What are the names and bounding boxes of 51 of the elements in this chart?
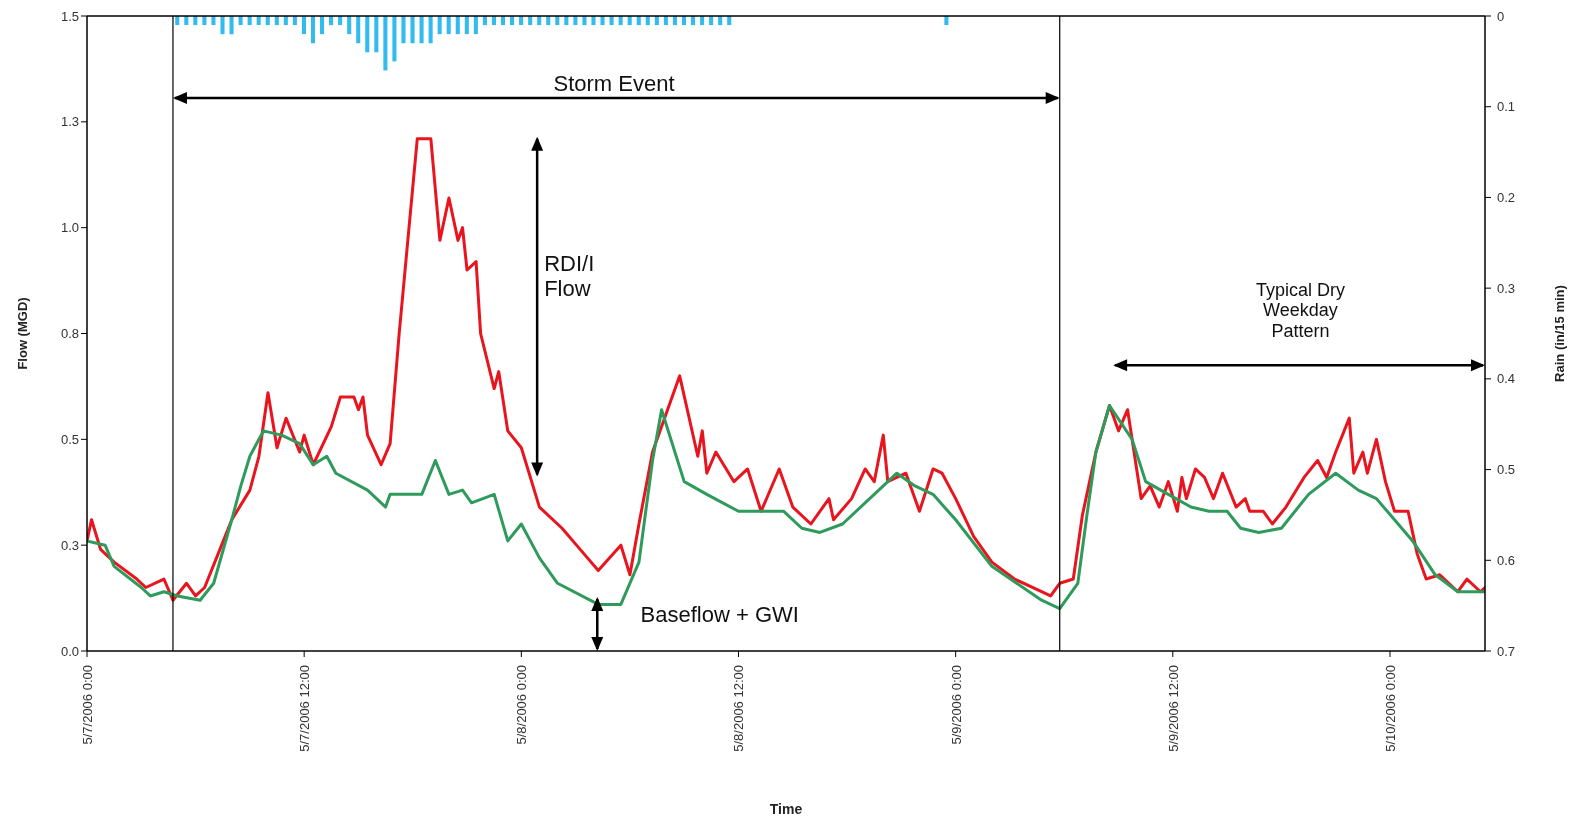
x-tick-label: 5/8/2006 12:00 [731, 665, 747, 752]
bar [591, 16, 596, 26]
y2-tick-label: 0.4 [1497, 371, 1516, 387]
bar [437, 16, 442, 35]
y2-tick-label: 0 [1497, 8, 1505, 24]
bar [428, 16, 433, 44]
x-tick-label: 5/9/2006 0:00 [948, 665, 964, 745]
y-tick-label: 1.3 [60, 114, 79, 130]
bar [347, 16, 352, 35]
bar [220, 16, 225, 35]
x-tick-label: 5/7/2006 0:00 [80, 665, 95, 745]
y2-tick-label: 0.5 [1497, 462, 1516, 478]
y-tick-label: 0.3 [60, 537, 79, 553]
bar [320, 16, 325, 35]
y-axis-title: Flow (MGD) [14, 297, 30, 370]
annotation: RDI/I Flow [544, 250, 596, 302]
annotation: Typical Dry Weekday Pattern [1254, 279, 1346, 342]
x-tick-label: 5/10/2006 0:00 [1382, 665, 1398, 752]
bar [310, 16, 316, 44]
bar [365, 16, 370, 53]
y-tick-label: 0.8 [60, 326, 79, 342]
bar [419, 16, 424, 44]
y2-tick-label: 0.3 [1497, 280, 1516, 296]
bar [446, 16, 451, 35]
x-tick-label: 5/7/2006 12:00 [297, 665, 313, 752]
x-tick-label: 5/8/2006 0:00 [514, 665, 530, 745]
y-tick-label: 0.0 [60, 643, 79, 659]
bar [455, 16, 460, 35]
bar [301, 16, 306, 35]
annotation: Baseflow + GWI [640, 602, 800, 628]
bar [401, 16, 406, 44]
y2-tick-label: 0.6 [1497, 552, 1516, 568]
y2-tick-label: 0.7 [1497, 643, 1516, 659]
bar [464, 16, 469, 35]
bar [392, 16, 397, 62]
bar [374, 16, 379, 53]
y-tick-label: 0.5 [60, 431, 79, 447]
x-tick-label: 5/9/2006 12:00 [1165, 665, 1181, 752]
y2-axis-title: Rain (in/15 min) [1551, 285, 1567, 382]
bar [356, 16, 361, 44]
y2-tick-label: 0.2 [1497, 189, 1516, 205]
bar [473, 16, 478, 35]
y-tick-label: 1.5 [60, 8, 79, 24]
line-series [87, 137, 1485, 602]
bar [229, 16, 234, 35]
bar [410, 16, 415, 44]
y2-tick-label: 0.1 [1497, 99, 1516, 115]
annotation: Storm Event [552, 71, 676, 97]
y-tick-label: 1.0 [60, 220, 79, 236]
bar [383, 16, 388, 71]
x-axis-title: Time [769, 801, 803, 817]
